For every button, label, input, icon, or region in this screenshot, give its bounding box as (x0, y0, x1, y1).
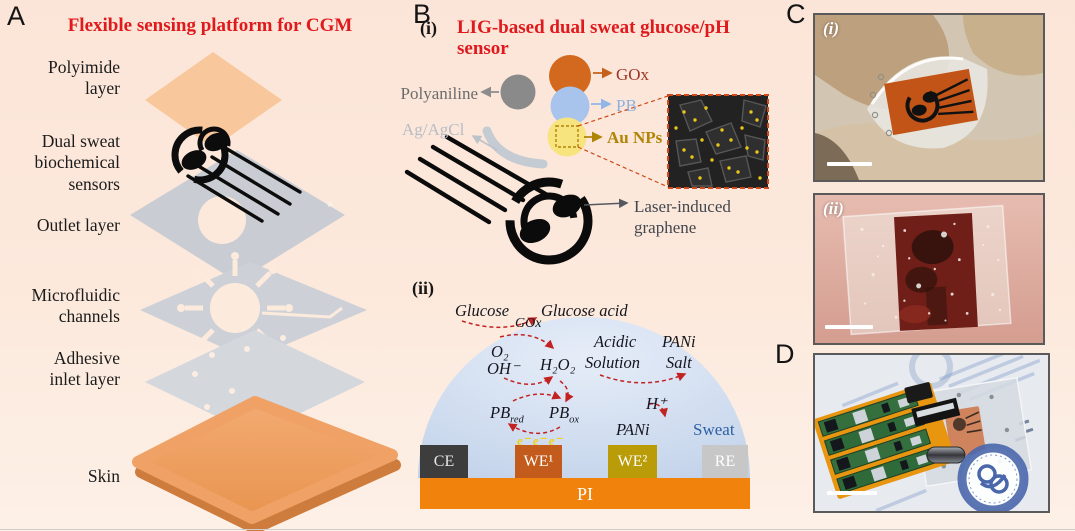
sweat-label: Sweat (693, 420, 735, 439)
photo-bent-sensor: (i) (813, 13, 1045, 182)
h2o2-label: H₂O₂ (540, 355, 576, 374)
au-nps-dot (547, 117, 587, 157)
label-skin: Skin (87, 466, 120, 486)
label-laser-induced-graphene: Laser-induced graphene (634, 197, 731, 238)
gox-dot (549, 55, 591, 97)
page-rule (0, 529, 1075, 530)
adhesive-inlet-layer-graphic (145, 330, 365, 435)
pb-red-label: PBred (490, 403, 524, 426)
label-adhesive-inlet-layer: Adhesive inlet layer (49, 348, 120, 390)
panel-c-letter: C (786, 0, 806, 29)
lig-arrow (583, 198, 629, 209)
polyaniline-dot (500, 74, 536, 110)
acidic-solution-label-2: Solution (585, 353, 641, 372)
skin-layer-graphic (132, 396, 401, 531)
photo-sensor-on-skin-art (815, 195, 1043, 343)
scale-bar (827, 491, 877, 495)
sem-inset-image (667, 94, 769, 189)
label-pb: PB (616, 96, 637, 115)
label-microfluidic-channels: Microfluidic channels (31, 285, 120, 327)
ag-agcl-arrow (471, 135, 498, 151)
pani-salt-label-1: PANi (662, 332, 696, 351)
panel-b-i-title: LIG-based dual sweat glucose/pH sensor (457, 17, 730, 59)
h-plus-label: H⁺ (646, 394, 667, 413)
panel-b-letter: B (413, 0, 432, 29)
panel-a-letter: A (7, 1, 26, 31)
panel-d-letter: D (775, 339, 795, 369)
ag-agcl-arc-graphic (482, 126, 548, 169)
label-polyimide-layer: Polyimide layer (48, 57, 120, 99)
sweat-droplet-dome (418, 317, 750, 478)
label-au-nps: Au NPs (607, 128, 663, 147)
photo-electronics-board-art (815, 355, 1048, 511)
scale-bar (825, 325, 873, 329)
outlet-layer-graphic (130, 150, 345, 282)
polyimide-layer-graphic (145, 52, 282, 148)
pani-salt-label-2: Salt (666, 353, 692, 372)
working-electrode-2: WE² (608, 445, 657, 478)
scale-bar (827, 162, 872, 166)
pb-dot (550, 86, 590, 126)
photo-i-label: (i) (823, 19, 840, 38)
o2-label: O₂ (491, 342, 509, 361)
pani-label: PANi (616, 420, 650, 439)
label-gox: GOx (616, 65, 650, 84)
oh-label: OH⁻ (487, 359, 520, 378)
photo-sensor-on-skin: (ii) (813, 193, 1045, 345)
pb-ox-label: PBox (549, 403, 580, 426)
photo-ii-label: (ii) (823, 199, 844, 218)
label-ag-agcl: Ag/AgCl (402, 120, 465, 139)
photo-electronics-board (813, 353, 1050, 513)
label-dual-sweat-sensors: Dual sweat biochemical sensors (34, 131, 120, 194)
glucose-label: Glucose (455, 301, 510, 320)
glucose-acid-label: Glucose acid (541, 301, 628, 320)
label-polyaniline: Polyaniline (400, 84, 478, 103)
sem-leader-top (577, 95, 669, 127)
reaction-arrows (461, 317, 687, 434)
panel-a-title: Flexible sensing platform for CGM (67, 15, 353, 36)
acidic-solution-label-1: Acidic (594, 332, 637, 351)
reference-electrode: RE (702, 445, 748, 478)
pi-substrate: PI (420, 478, 750, 509)
au-nps-zoom-box (555, 125, 579, 148)
panel-b-i-label: (i) (420, 18, 437, 38)
photo-bent-sensor-art (815, 15, 1043, 180)
label-outlet-layer: Outlet layer (36, 215, 120, 235)
working-electrode-1: WE¹ (515, 445, 562, 478)
electrons-label: e⁻ e⁻ e⁻ (517, 433, 562, 448)
gox-enzyme-label: GOx (515, 316, 542, 331)
counter-electrode: CE (420, 445, 468, 478)
sem-leader-bottom (577, 146, 669, 188)
panel-b-ii-label: (ii) (412, 278, 434, 298)
sensor-layer-graphic (171, 126, 302, 223)
